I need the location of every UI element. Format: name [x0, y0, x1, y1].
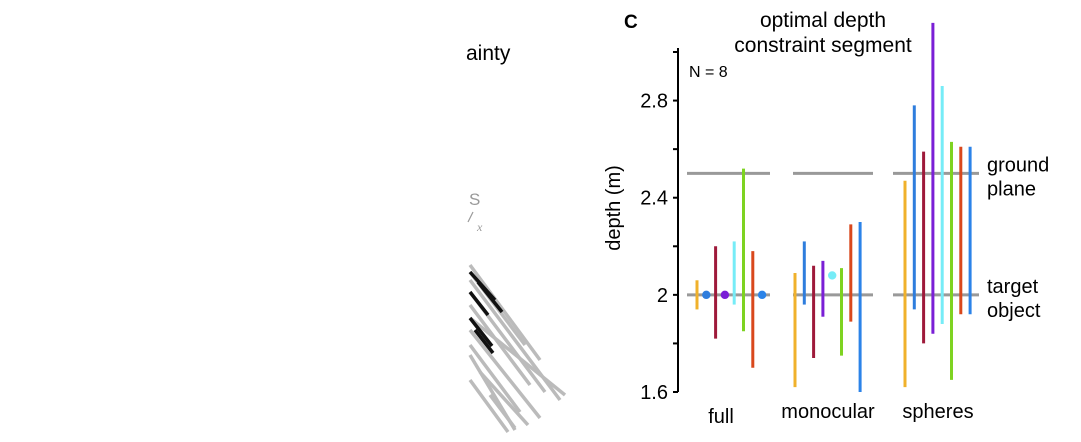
data-point	[828, 271, 837, 280]
left-slash-fragment	[467, 211, 474, 223]
y-tick-label: 1.6	[640, 382, 668, 404]
data-point	[720, 290, 730, 300]
category-label: monocular	[781, 401, 875, 423]
data-point	[757, 290, 767, 300]
panel-label: C	[624, 12, 638, 33]
reference-line-label: ground	[987, 154, 1049, 176]
chart-title-line-1: optimal depth	[760, 9, 886, 32]
y-tick-label: 2	[657, 285, 668, 307]
left-lines-fragment	[468, 263, 567, 434]
left-sub-fragment: x	[476, 220, 483, 234]
n-annotation: N = 8	[689, 64, 728, 81]
data-point	[702, 290, 711, 300]
reference-line-label: target	[987, 276, 1039, 298]
left-s-fragment: S	[469, 190, 480, 209]
chart-title-line-2: constraint segment	[734, 34, 912, 57]
data-segments	[695, 22, 972, 392]
reference-line-label: plane	[987, 178, 1036, 200]
reference-line-label: object	[987, 300, 1041, 322]
y-axis: 1.6 2 2.4 2.8	[640, 48, 679, 404]
left-title-fragment: ainty	[466, 42, 511, 65]
category-label: full	[708, 406, 734, 428]
y-tick-label: 2.4	[640, 188, 668, 210]
left-panel-fragment: ainty S x	[466, 42, 567, 434]
y-axis-label: depth (m)	[603, 165, 625, 251]
y-tick-label: 2.8	[640, 91, 668, 113]
x-axis-labels: full monocular spheres	[708, 401, 973, 428]
category-label: spheres	[902, 401, 973, 423]
